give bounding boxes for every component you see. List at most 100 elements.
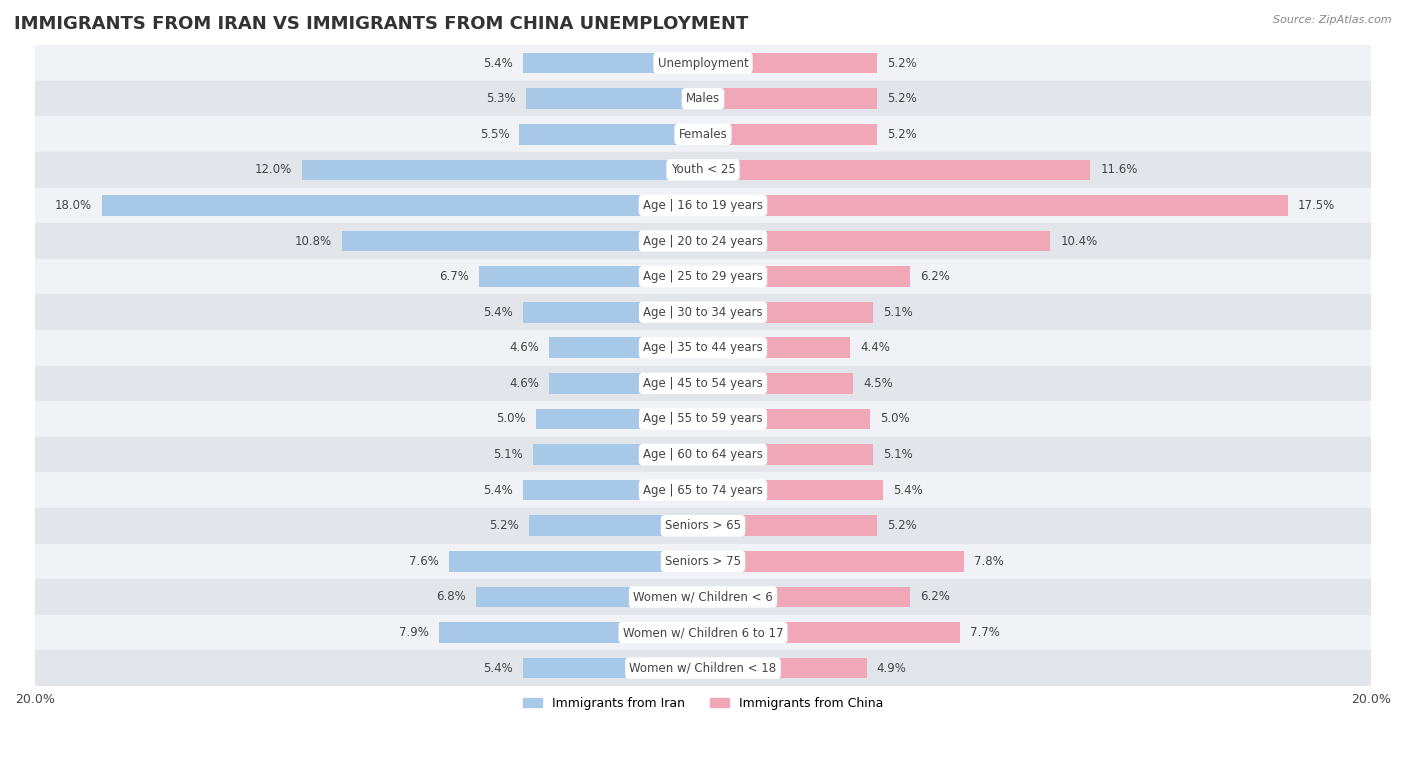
Text: 10.8%: 10.8%: [295, 235, 332, 248]
Text: 5.0%: 5.0%: [880, 413, 910, 425]
Text: Source: ZipAtlas.com: Source: ZipAtlas.com: [1274, 15, 1392, 25]
Bar: [342, 231, 703, 251]
Text: 5.2%: 5.2%: [887, 128, 917, 141]
Bar: [703, 89, 877, 109]
Bar: [35, 45, 1371, 81]
Bar: [35, 615, 1371, 650]
Bar: [35, 152, 1371, 188]
Bar: [533, 444, 703, 465]
Bar: [703, 622, 960, 643]
Text: 7.8%: 7.8%: [973, 555, 1004, 568]
Bar: [523, 480, 703, 500]
Text: 17.5%: 17.5%: [1298, 199, 1334, 212]
Text: 4.6%: 4.6%: [509, 341, 540, 354]
Bar: [35, 259, 1371, 294]
Bar: [35, 544, 1371, 579]
Bar: [526, 89, 703, 109]
Bar: [35, 437, 1371, 472]
Bar: [35, 579, 1371, 615]
Bar: [703, 302, 873, 322]
Text: Males: Males: [686, 92, 720, 105]
Bar: [703, 124, 877, 145]
Text: 4.9%: 4.9%: [877, 662, 907, 674]
Bar: [35, 81, 1371, 117]
Text: Age | 20 to 24 years: Age | 20 to 24 years: [643, 235, 763, 248]
Text: 5.4%: 5.4%: [482, 306, 513, 319]
Bar: [439, 622, 703, 643]
Bar: [703, 195, 1288, 216]
Text: Unemployment: Unemployment: [658, 57, 748, 70]
Text: 11.6%: 11.6%: [1101, 164, 1137, 176]
Text: 4.6%: 4.6%: [509, 377, 540, 390]
Bar: [703, 587, 910, 607]
Bar: [550, 338, 703, 358]
Bar: [523, 53, 703, 73]
Text: Youth < 25: Youth < 25: [671, 164, 735, 176]
Text: 5.2%: 5.2%: [887, 92, 917, 105]
Bar: [703, 338, 851, 358]
Bar: [703, 516, 877, 536]
Bar: [101, 195, 703, 216]
Text: 6.2%: 6.2%: [920, 270, 950, 283]
Bar: [35, 472, 1371, 508]
Text: 6.2%: 6.2%: [920, 590, 950, 603]
Bar: [703, 480, 883, 500]
Text: 5.4%: 5.4%: [482, 57, 513, 70]
Text: 5.1%: 5.1%: [494, 448, 523, 461]
Text: 7.9%: 7.9%: [399, 626, 429, 639]
Text: 5.4%: 5.4%: [893, 484, 924, 497]
Bar: [703, 266, 910, 287]
Text: 5.1%: 5.1%: [883, 448, 912, 461]
Bar: [35, 117, 1371, 152]
Bar: [35, 508, 1371, 544]
Text: Women w/ Children 6 to 17: Women w/ Children 6 to 17: [623, 626, 783, 639]
Text: Women w/ Children < 18: Women w/ Children < 18: [630, 662, 776, 674]
Bar: [703, 160, 1091, 180]
Bar: [35, 401, 1371, 437]
Text: 7.6%: 7.6%: [409, 555, 439, 568]
Text: 5.3%: 5.3%: [486, 92, 516, 105]
Text: 7.7%: 7.7%: [970, 626, 1000, 639]
Text: 18.0%: 18.0%: [55, 199, 91, 212]
Bar: [703, 373, 853, 394]
Bar: [703, 444, 873, 465]
Legend: Immigrants from Iran, Immigrants from China: Immigrants from Iran, Immigrants from Ch…: [517, 692, 889, 715]
Bar: [703, 551, 963, 572]
Text: Age | 55 to 59 years: Age | 55 to 59 years: [643, 413, 763, 425]
Bar: [35, 330, 1371, 366]
Text: Age | 16 to 19 years: Age | 16 to 19 years: [643, 199, 763, 212]
Bar: [302, 160, 703, 180]
Bar: [523, 302, 703, 322]
Text: 5.0%: 5.0%: [496, 413, 526, 425]
Text: Age | 45 to 54 years: Age | 45 to 54 years: [643, 377, 763, 390]
Text: Seniors > 65: Seniors > 65: [665, 519, 741, 532]
Text: 10.4%: 10.4%: [1060, 235, 1098, 248]
Text: 5.2%: 5.2%: [887, 57, 917, 70]
Text: Age | 65 to 74 years: Age | 65 to 74 years: [643, 484, 763, 497]
Bar: [519, 124, 703, 145]
Text: 4.5%: 4.5%: [863, 377, 893, 390]
Bar: [703, 53, 877, 73]
Bar: [475, 587, 703, 607]
Bar: [35, 650, 1371, 686]
Text: 5.2%: 5.2%: [887, 519, 917, 532]
Bar: [35, 188, 1371, 223]
Bar: [536, 409, 703, 429]
Bar: [703, 409, 870, 429]
Bar: [529, 516, 703, 536]
Bar: [703, 658, 866, 678]
Bar: [35, 366, 1371, 401]
Bar: [449, 551, 703, 572]
Bar: [35, 294, 1371, 330]
Bar: [703, 231, 1050, 251]
Text: Seniors > 75: Seniors > 75: [665, 555, 741, 568]
Bar: [550, 373, 703, 394]
Text: Age | 60 to 64 years: Age | 60 to 64 years: [643, 448, 763, 461]
Text: Age | 35 to 44 years: Age | 35 to 44 years: [643, 341, 763, 354]
Text: Age | 25 to 29 years: Age | 25 to 29 years: [643, 270, 763, 283]
Text: Age | 30 to 34 years: Age | 30 to 34 years: [643, 306, 763, 319]
Text: 5.4%: 5.4%: [482, 662, 513, 674]
Bar: [523, 658, 703, 678]
Bar: [35, 223, 1371, 259]
Text: Females: Females: [679, 128, 727, 141]
